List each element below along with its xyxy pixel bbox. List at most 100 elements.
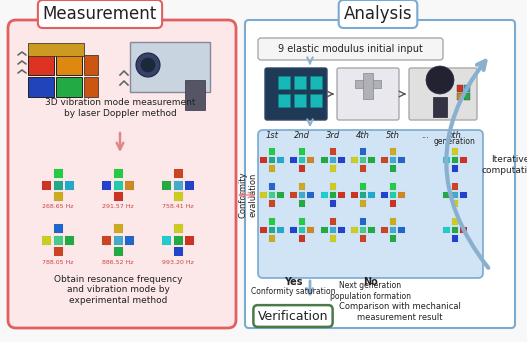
Bar <box>352 227 358 233</box>
FancyBboxPatch shape <box>245 20 515 328</box>
Text: 788.05 Hz: 788.05 Hz <box>42 261 74 265</box>
Bar <box>460 157 467 163</box>
Bar <box>269 192 275 198</box>
Bar <box>84 55 98 75</box>
Bar <box>185 80 205 110</box>
Bar <box>113 169 122 178</box>
Bar <box>321 157 328 163</box>
Bar <box>113 224 122 233</box>
Bar <box>460 192 467 198</box>
Bar <box>54 247 63 256</box>
Bar <box>113 181 122 189</box>
Bar <box>173 169 182 178</box>
FancyBboxPatch shape <box>409 68 477 120</box>
Bar <box>452 165 458 172</box>
Bar <box>269 165 275 172</box>
Bar <box>260 227 267 233</box>
Bar <box>84 77 98 97</box>
Bar <box>360 227 366 233</box>
Bar <box>368 157 375 163</box>
Bar <box>352 157 358 163</box>
Bar <box>278 94 290 107</box>
Bar <box>173 224 182 233</box>
Bar <box>368 192 375 198</box>
Bar <box>125 236 134 245</box>
Bar <box>330 148 336 155</box>
Bar <box>173 181 182 189</box>
Bar <box>260 157 267 163</box>
Bar <box>330 192 336 198</box>
Bar <box>443 192 450 198</box>
Bar <box>330 218 336 225</box>
Bar <box>452 157 458 163</box>
FancyBboxPatch shape <box>258 38 443 60</box>
Bar <box>330 183 336 190</box>
Bar <box>269 183 275 190</box>
Text: Verification: Verification <box>258 310 328 323</box>
Bar <box>290 192 297 198</box>
Bar <box>299 157 305 163</box>
Bar <box>28 77 54 97</box>
Bar <box>390 165 396 172</box>
Bar <box>299 227 305 233</box>
Text: Comparison with mechanical
measurement result: Comparison with mechanical measurement r… <box>339 302 461 322</box>
Bar <box>338 192 345 198</box>
Bar <box>452 218 458 225</box>
Bar <box>452 192 458 198</box>
Bar <box>360 192 366 198</box>
Bar <box>360 235 366 242</box>
Bar <box>368 227 375 233</box>
Bar <box>352 192 358 198</box>
Bar <box>390 227 396 233</box>
Bar <box>355 80 381 88</box>
Bar <box>338 227 345 233</box>
Bar <box>185 181 194 189</box>
Bar <box>360 218 366 225</box>
Bar <box>28 43 84 56</box>
Bar <box>390 235 396 242</box>
Text: nth: nth <box>448 131 462 140</box>
Bar <box>338 157 345 163</box>
Bar <box>65 236 74 245</box>
Bar <box>398 192 405 198</box>
Bar <box>54 181 63 189</box>
Bar <box>269 157 275 163</box>
Bar <box>299 218 305 225</box>
Bar <box>390 148 396 155</box>
Bar <box>307 227 314 233</box>
Bar <box>382 192 388 198</box>
Bar <box>102 236 111 245</box>
Bar <box>162 181 171 189</box>
Bar <box>277 192 284 198</box>
Text: 268.65 Hz: 268.65 Hz <box>42 205 74 210</box>
Text: Iterative
computation: Iterative computation <box>481 155 527 175</box>
Text: generation: generation <box>434 137 476 146</box>
Bar <box>443 157 450 163</box>
Bar <box>278 76 290 89</box>
Bar <box>464 93 470 100</box>
Bar <box>277 227 284 233</box>
Bar <box>360 157 366 163</box>
Bar <box>390 183 396 190</box>
Bar <box>28 55 54 75</box>
Bar <box>185 236 194 245</box>
Bar <box>290 157 297 163</box>
Text: 4th: 4th <box>356 131 370 140</box>
Bar <box>398 227 405 233</box>
Bar <box>321 227 328 233</box>
Bar <box>299 148 305 155</box>
Circle shape <box>141 58 155 72</box>
Bar <box>260 192 267 198</box>
Bar <box>102 181 111 189</box>
Bar <box>299 183 305 190</box>
Bar <box>54 236 63 245</box>
Bar <box>390 192 396 198</box>
Bar <box>464 85 470 92</box>
Text: Measurement: Measurement <box>43 5 157 23</box>
Bar <box>452 183 458 190</box>
Bar <box>299 235 305 242</box>
Text: No: No <box>363 277 377 287</box>
Bar <box>65 181 74 189</box>
Bar <box>363 73 373 99</box>
Text: 993.20 Hz: 993.20 Hz <box>162 261 194 265</box>
